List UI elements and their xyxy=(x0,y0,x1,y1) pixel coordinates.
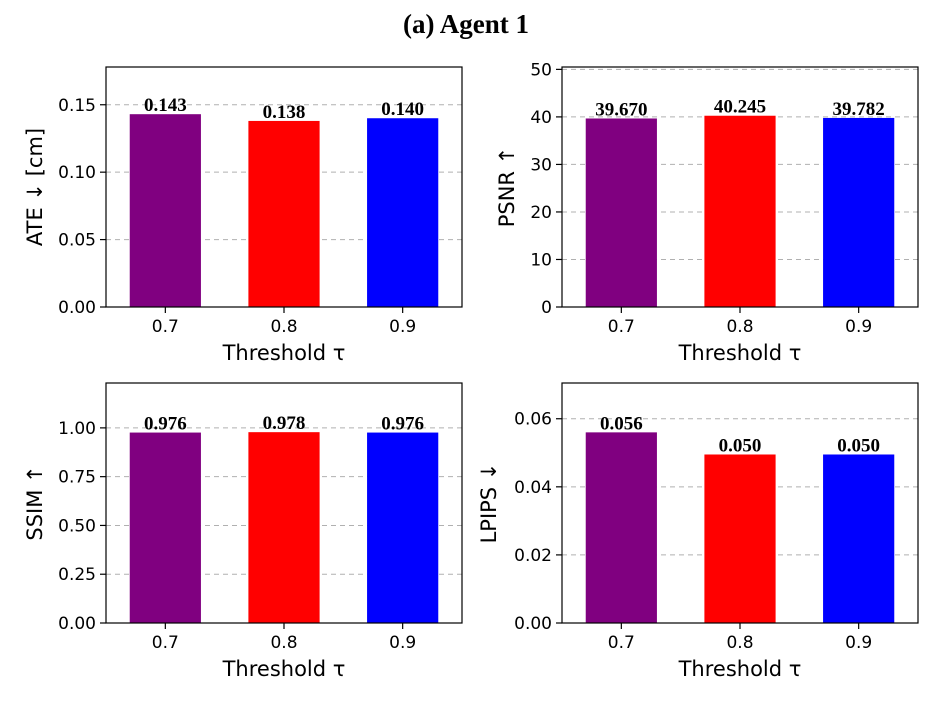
psnr-y-tick-label: 10 xyxy=(530,250,552,270)
ate-value-label: 0.140 xyxy=(381,99,424,120)
ssim-y-tick-label: 0.50 xyxy=(58,516,96,536)
lpips-x-tick-label: 0.8 xyxy=(726,633,753,653)
chart-ate: 0.143 0.138 0.140 0.00 0.05 0.10 0.15 0.7 0.8 0.9… xyxy=(23,66,463,365)
figure-title: (a) Agent 1 xyxy=(403,9,529,39)
psnr-y-axis-label: PSNR ↑ xyxy=(495,147,519,228)
psnr-x-tick-label: 0.7 xyxy=(608,317,635,337)
lpips-y-tick-label: 0.00 xyxy=(514,614,552,634)
lpips-y-axis-label: LPIPS ↓ xyxy=(477,463,501,544)
lpips-x-axis-label: Threshold τ xyxy=(678,657,802,681)
psnr-x-axis-label: Threshold τ xyxy=(678,341,802,365)
psnr-bar-0.7 xyxy=(585,118,657,308)
lpips-y-tick-label: 0.04 xyxy=(514,478,552,498)
ate-x-tick-label: 0.9 xyxy=(389,317,416,337)
ssim-bar-0.8 xyxy=(248,432,320,623)
ssim-y-tick-label: 0.00 xyxy=(58,614,96,634)
ssim-value-label: 0.978 xyxy=(263,413,306,434)
ssim-y-axis-label: SSIM ↑ xyxy=(23,465,47,540)
chart-lpips: 0.056 0.050 0.050 0.00 0.02 0.04 0.06 0.7 0.8 0.9… xyxy=(477,382,919,681)
ssim-value-label: 0.976 xyxy=(144,414,187,435)
psnr-y-tick-label: 30 xyxy=(530,155,552,175)
lpips-bar-0.8 xyxy=(704,454,776,623)
psnr-bar-0.9 xyxy=(823,117,895,307)
lpips-x-tick-label: 0.9 xyxy=(845,633,872,653)
lpips-y-tick-label: 0.06 xyxy=(514,410,552,430)
psnr-y-tick-label: 50 xyxy=(530,60,552,80)
psnr-y-tick-label: 40 xyxy=(530,108,552,128)
ate-bar-0.8 xyxy=(248,120,320,307)
ssim-x-tick-label: 0.8 xyxy=(270,633,297,653)
ate-x-axis-label: Threshold τ xyxy=(222,341,346,365)
lpips-value-label: 0.050 xyxy=(837,435,880,456)
ate-y-tick-label: 0.15 xyxy=(58,96,96,116)
ate-x-tick-label: 0.7 xyxy=(152,317,179,337)
lpips-y-tick-label: 0.02 xyxy=(514,546,552,566)
ate-y-tick-label: 0.00 xyxy=(58,298,96,318)
ate-x-tick-label: 0.8 xyxy=(270,317,297,337)
ssim-y-tick-label: 0.75 xyxy=(58,468,96,488)
ate-bar-0.7 xyxy=(129,114,201,307)
chart-psnr: 39.670 40.245 39.782 0 10 20 30 40 50 0.7 0.8 0.9 Th… xyxy=(495,60,919,365)
psnr-x-tick-label: 0.8 xyxy=(726,317,753,337)
lpips-value-label: 0.056 xyxy=(600,413,643,434)
psnr-y-tick-label: 0 xyxy=(541,298,552,318)
ate-value-label: 0.143 xyxy=(144,95,187,116)
ssim-y-tick-label: 1.00 xyxy=(58,419,96,439)
ssim-value-label: 0.976 xyxy=(381,414,424,435)
ssim-x-tick-label: 0.9 xyxy=(389,633,416,653)
psnr-y-tick-label: 20 xyxy=(530,203,552,223)
psnr-value-label: 40.245 xyxy=(714,97,766,118)
lpips-value-label: 0.050 xyxy=(719,435,762,456)
ate-bar-0.9 xyxy=(367,118,439,307)
ate-y-axis-label: ATE ↓ [cm] xyxy=(23,128,47,246)
psnr-x-tick-label: 0.9 xyxy=(845,317,872,337)
ate-y-tick-label: 0.05 xyxy=(58,231,96,251)
psnr-value-label: 39.782 xyxy=(833,99,885,120)
lpips-x-tick-label: 0.7 xyxy=(608,633,635,653)
ssim-x-axis-label: Threshold τ xyxy=(222,657,346,681)
psnr-bar-0.8 xyxy=(704,115,776,307)
ssim-bar-0.9 xyxy=(367,432,439,623)
ate-y-tick-label: 0.10 xyxy=(58,163,96,183)
chart-ssim: 0.976 0.978 0.976 0.00 0.25 0.50 0.75 1.00 0.7 0.… xyxy=(23,382,463,681)
ssim-x-tick-label: 0.7 xyxy=(152,633,179,653)
lpips-bar-0.9 xyxy=(823,454,895,623)
ate-value-label: 0.138 xyxy=(263,102,306,123)
lpips-bar-0.7 xyxy=(585,432,657,623)
ssim-y-tick-label: 0.25 xyxy=(58,565,96,585)
ssim-bar-0.7 xyxy=(129,432,201,623)
psnr-value-label: 39.670 xyxy=(595,99,647,120)
